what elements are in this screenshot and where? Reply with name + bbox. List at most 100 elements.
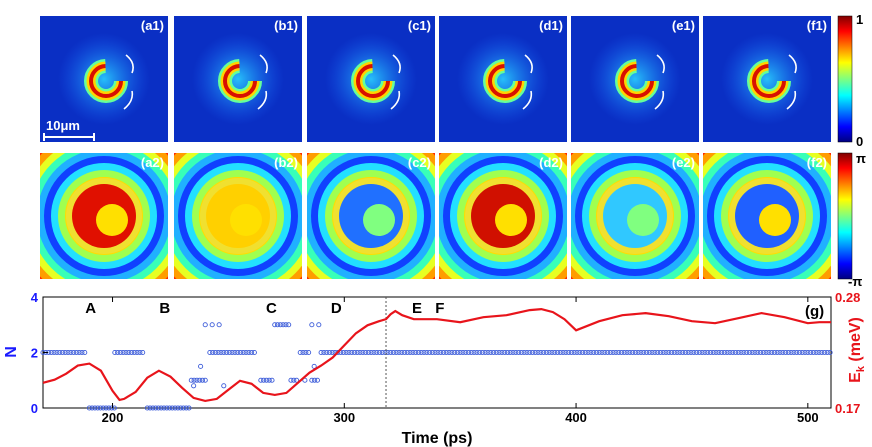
density-panels-row: (a1) (b1) (c1) (d1) (e1) (f1) 10μm	[40, 16, 831, 142]
n-point	[180, 405, 186, 411]
n-point	[518, 349, 524, 356]
n-point	[232, 349, 238, 356]
n-point	[618, 349, 625, 356]
n-point	[730, 349, 736, 356]
phase-panel-5: (e2)	[571, 153, 699, 279]
n-point	[424, 349, 430, 356]
n-point	[390, 349, 396, 356]
n-point	[207, 349, 213, 356]
n-point	[86, 405, 92, 411]
n-point	[732, 349, 739, 356]
annotation-D: D	[331, 300, 342, 317]
n-point	[446, 349, 452, 356]
n-point	[543, 349, 549, 356]
n-point	[719, 349, 725, 356]
n-point	[593, 349, 600, 356]
colorbar1-max: 1	[856, 12, 863, 27]
flow-arrow	[656, 54, 665, 74]
n-point	[155, 405, 161, 411]
panel-label: (b1)	[274, 18, 298, 33]
panel-label: (f2)	[807, 155, 827, 170]
n-point	[396, 349, 402, 356]
panel-g-label: (g)	[805, 303, 824, 320]
n-point	[585, 349, 591, 356]
n-point	[666, 349, 672, 356]
x-axis-label: Time (ps)	[402, 430, 473, 447]
n-point	[738, 349, 744, 356]
flow-arrow	[522, 90, 533, 110]
n-point	[393, 349, 399, 356]
n-point	[357, 349, 363, 356]
n-point	[563, 349, 569, 356]
n-point	[735, 349, 741, 356]
n-point	[172, 405, 178, 411]
n-point	[432, 349, 438, 356]
n-point	[769, 349, 775, 356]
n-point	[385, 349, 391, 356]
n-point	[796, 349, 803, 356]
n-point	[568, 349, 574, 356]
n-point	[306, 349, 312, 356]
n-point	[198, 363, 204, 369]
n-point	[376, 349, 383, 356]
y-axis-right-label: Ek (meV)	[847, 317, 867, 383]
n-point	[610, 349, 616, 356]
panel-label: (e1)	[672, 18, 695, 33]
n-point	[343, 349, 349, 356]
n-point	[340, 349, 346, 356]
colorbar2-min: -π	[848, 274, 862, 289]
n-point	[427, 349, 433, 356]
n-point	[463, 349, 469, 356]
flow-arrow	[390, 90, 401, 110]
y-tick-left-label: 2	[31, 346, 38, 361]
n-point	[613, 349, 619, 356]
n-point	[468, 349, 474, 356]
n-point	[499, 349, 505, 356]
n-point	[363, 349, 369, 356]
n-point	[627, 349, 633, 356]
n-point	[351, 349, 358, 356]
n-point	[821, 349, 828, 356]
axes: 200 300 400 500 0 2 4 0.17 0.28	[31, 290, 861, 425]
n-point	[582, 349, 588, 356]
n-point	[147, 405, 153, 411]
n-point	[785, 349, 791, 356]
n-point	[488, 349, 494, 356]
n-point	[566, 349, 572, 356]
flow-arrow	[786, 90, 797, 110]
n-point	[131, 349, 137, 356]
n-point	[240, 349, 246, 356]
n-point	[421, 349, 427, 356]
n-point	[402, 349, 408, 356]
n-point	[297, 349, 303, 356]
n-point	[602, 349, 608, 356]
n-point	[632, 349, 638, 356]
n-point	[188, 377, 194, 383]
n-point	[48, 349, 54, 356]
n-point	[677, 349, 683, 356]
n-point	[221, 349, 227, 356]
n-point	[326, 349, 333, 356]
flow-arrow	[392, 54, 401, 74]
n-point	[452, 349, 458, 356]
n-point	[663, 349, 669, 356]
n-point	[816, 349, 822, 356]
n-point	[638, 349, 644, 356]
annotation-F: F	[435, 300, 444, 317]
n-point	[73, 349, 79, 356]
n-point	[516, 349, 522, 356]
n-point	[457, 349, 463, 356]
n-point	[54, 349, 60, 356]
n-point	[513, 349, 519, 356]
n-point	[655, 349, 661, 356]
n-point	[277, 322, 283, 328]
n-point	[175, 405, 181, 411]
n-point	[360, 349, 366, 356]
n-point	[491, 349, 497, 356]
n-point	[418, 349, 424, 356]
n-point	[321, 349, 327, 356]
n-point	[808, 349, 814, 356]
x-tick-label: 200	[102, 410, 124, 425]
y-axis-left-label: N	[3, 346, 20, 358]
